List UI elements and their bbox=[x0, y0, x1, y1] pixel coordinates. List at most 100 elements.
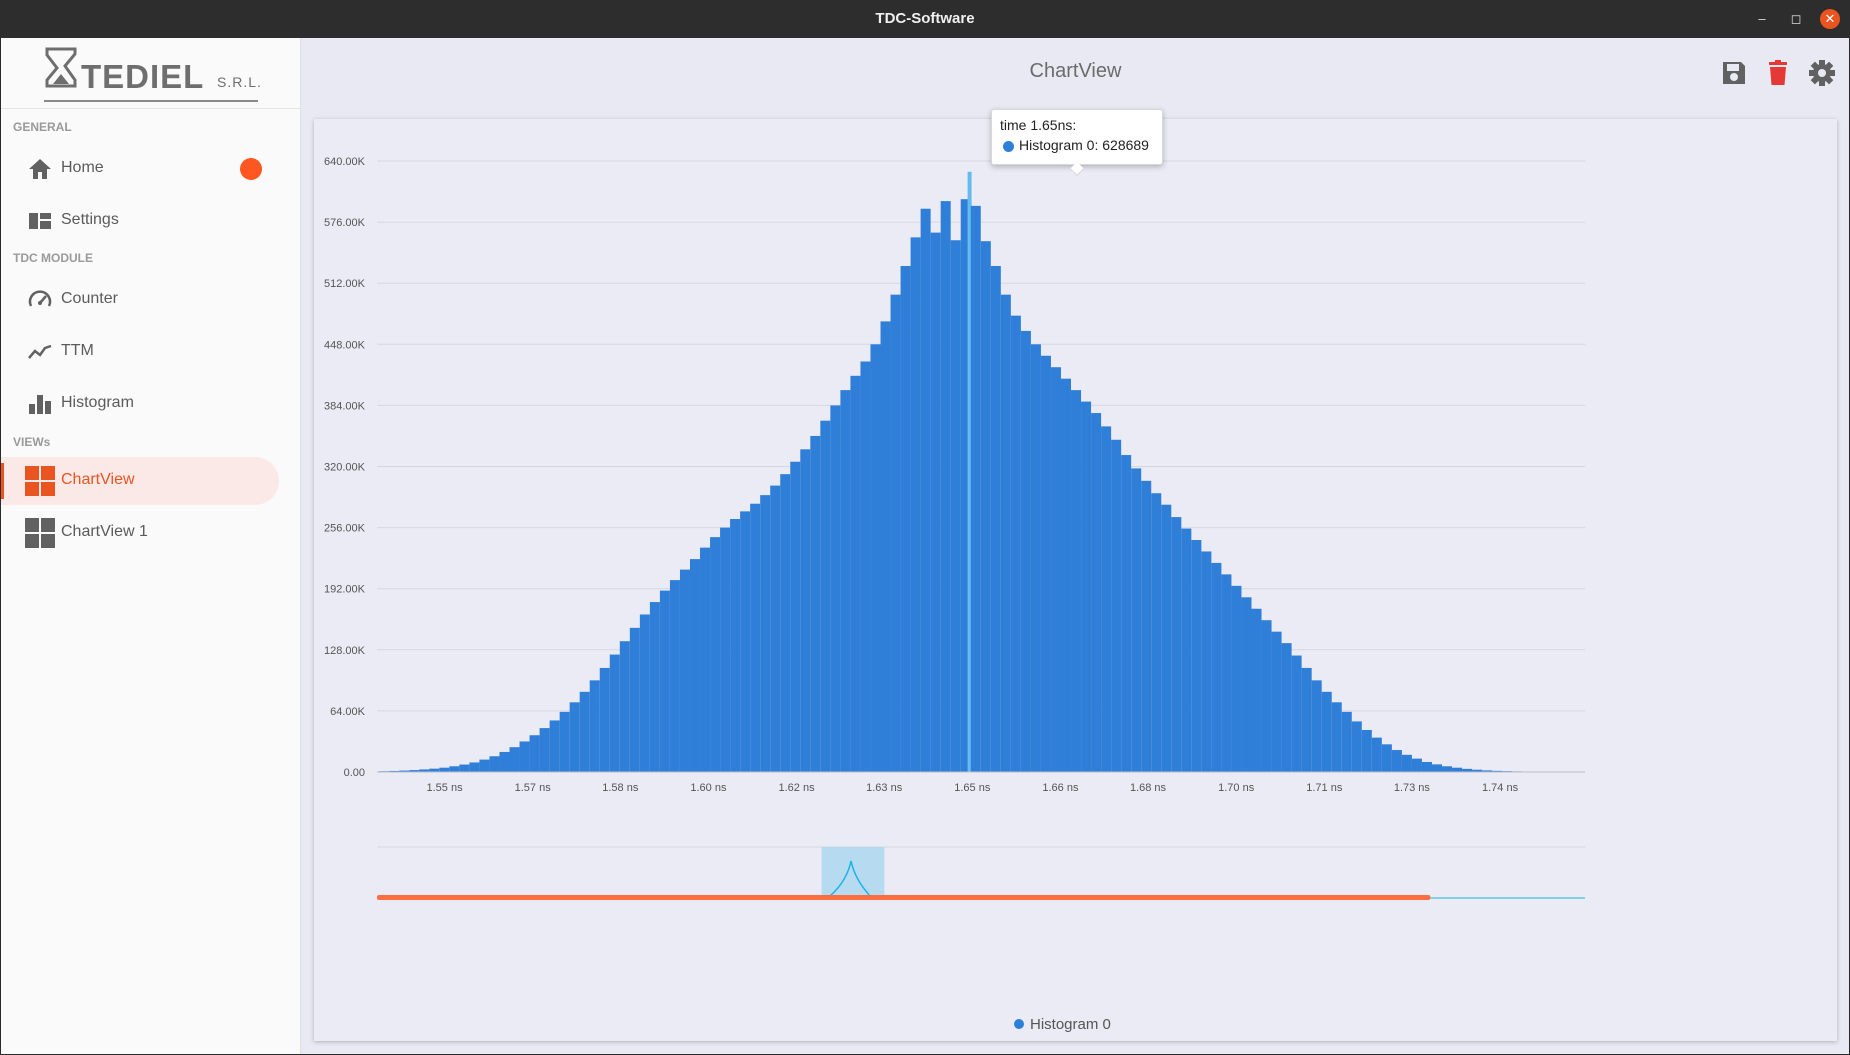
histogram-bar bbox=[1342, 712, 1352, 772]
histogram-bar bbox=[1412, 759, 1422, 772]
histogram-bar bbox=[770, 486, 780, 772]
histogram-bar bbox=[780, 474, 790, 772]
x-tick-label: 1.68 ns bbox=[1130, 782, 1167, 794]
histogram-bar bbox=[429, 769, 439, 772]
tooltip-value: Histogram 0: 628689 bbox=[1019, 137, 1149, 153]
sidebar-item-label: Settings bbox=[61, 211, 119, 229]
restore-button[interactable]: ◻ bbox=[1786, 9, 1806, 29]
histogram-bar bbox=[630, 628, 640, 772]
histogram-bar bbox=[1241, 597, 1251, 772]
histogram-bar bbox=[660, 591, 670, 772]
histogram-bar bbox=[1302, 668, 1312, 772]
histogram-bar bbox=[1252, 609, 1262, 772]
sidebar-item-histogram[interactable]: Histogram bbox=[1, 380, 279, 428]
home-icon bbox=[27, 157, 53, 181]
line-graph-icon bbox=[27, 340, 53, 364]
histogram-bar bbox=[1452, 768, 1462, 772]
histogram-bar bbox=[1121, 455, 1131, 772]
histogram-bar bbox=[510, 747, 520, 772]
close-button[interactable]: ✕ bbox=[1820, 9, 1840, 29]
y-tick-label: 64.00K bbox=[330, 706, 366, 718]
histogram-bar bbox=[911, 237, 921, 772]
x-tick-label: 1.55 ns bbox=[427, 782, 464, 794]
navigator-window bbox=[822, 847, 885, 895]
histogram-bar bbox=[580, 692, 590, 772]
active-indicator bbox=[1, 463, 4, 499]
histogram-bar bbox=[439, 768, 449, 772]
histogram-bar bbox=[1262, 620, 1272, 772]
sidebar-item-counter[interactable]: Counter bbox=[1, 276, 279, 324]
tooltip-header: time 1.65ns: bbox=[1000, 117, 1076, 133]
x-tick-label: 1.71 ns bbox=[1306, 782, 1343, 794]
section-views: VIEWs bbox=[13, 435, 50, 449]
histogram-bar bbox=[610, 655, 620, 772]
sidebar-item-chartview[interactable]: ChartView bbox=[1, 457, 279, 505]
histogram-bar bbox=[860, 361, 870, 772]
section-general: GENERAL bbox=[13, 120, 72, 134]
histogram-bar bbox=[1111, 440, 1121, 772]
delete-icon[interactable] bbox=[1763, 58, 1793, 88]
histogram-bar bbox=[459, 765, 469, 772]
histogram-bar bbox=[1001, 295, 1011, 772]
histogram-bar bbox=[1181, 529, 1191, 772]
histogram-bar bbox=[1091, 413, 1101, 772]
histogram-bar bbox=[881, 321, 891, 772]
grid-icon bbox=[24, 465, 56, 497]
y-tick-label: 192.00K bbox=[324, 584, 366, 596]
histogram-bar bbox=[1041, 356, 1051, 772]
histogram-bar bbox=[901, 266, 911, 772]
sidebar-item-chartview-1[interactable]: ChartView 1 bbox=[1, 509, 279, 557]
histogram-bar bbox=[1352, 721, 1362, 772]
sidebar-item-label: TTM bbox=[61, 342, 94, 360]
x-tick-label: 1.66 ns bbox=[1042, 782, 1079, 794]
histogram-bar bbox=[1201, 551, 1211, 772]
y-tick-label: 576.00K bbox=[324, 217, 366, 229]
histogram-bar bbox=[1101, 426, 1111, 772]
histogram-bar bbox=[1382, 744, 1392, 772]
histogram-bar bbox=[1141, 481, 1151, 772]
gear-icon[interactable] bbox=[1807, 58, 1837, 88]
histogram-bar bbox=[520, 741, 530, 772]
x-tick-label: 1.60 ns bbox=[690, 782, 727, 794]
tooltip-series-dot bbox=[1003, 141, 1014, 152]
section-tdc-module: TDC MODULE bbox=[13, 251, 93, 265]
histogram-bar bbox=[650, 602, 660, 772]
save-icon[interactable] bbox=[1719, 58, 1749, 88]
y-tick-label: 448.00K bbox=[324, 339, 366, 351]
histogram-bar bbox=[1051, 367, 1061, 772]
y-tick-label: 128.00K bbox=[324, 645, 366, 657]
histogram-bar bbox=[600, 668, 610, 772]
histogram-bar bbox=[820, 421, 830, 772]
hourglass-logo-icon bbox=[43, 46, 79, 90]
sidebar-item-ttm[interactable]: TTM bbox=[1, 328, 279, 376]
y-tick-label: 0.00 bbox=[344, 767, 365, 779]
histogram-bar bbox=[1332, 702, 1342, 772]
histogram-bar bbox=[991, 266, 1001, 772]
x-tick-label: 1.70 ns bbox=[1218, 782, 1255, 794]
histogram-bar bbox=[680, 570, 690, 772]
sidebar-item-home[interactable]: Home bbox=[1, 145, 279, 193]
histogram-bar bbox=[479, 760, 489, 772]
logo: TEDIEL S.R.L. bbox=[1, 38, 301, 109]
page-title: ChartView bbox=[302, 60, 1849, 83]
app-window: TEDIEL S.R.L. GENERAL Home Settings TDC … bbox=[1, 38, 1849, 1054]
histogram-bar bbox=[1292, 656, 1302, 772]
sidebar-item-settings[interactable]: Settings bbox=[1, 197, 279, 245]
histogram-chart[interactable]: 0.00 64.00K 128.00K 192.00K 256.00K 320.00K 38… bbox=[314, 119, 1837, 1041]
y-tick-label: 384.00K bbox=[324, 400, 366, 412]
minimize-button[interactable]: – bbox=[1752, 9, 1772, 29]
grid-icon bbox=[24, 517, 56, 549]
main-content: ChartView 0.00 64.00K 128.00K 192.00K 256.00… bbox=[302, 38, 1849, 1054]
histogram-bar bbox=[810, 436, 820, 772]
histogram-bar bbox=[840, 390, 850, 772]
chart-legend[interactable]: Histogram 0 bbox=[1014, 1016, 1111, 1033]
histogram-bar bbox=[1231, 586, 1241, 772]
histogram-bar bbox=[540, 728, 550, 772]
histogram-bar bbox=[449, 766, 459, 772]
histogram-bar bbox=[1031, 344, 1041, 772]
x-tick-label: 1.63 ns bbox=[866, 782, 903, 794]
histogram-bar bbox=[590, 680, 600, 772]
sidebar-item-label: ChartView bbox=[61, 471, 135, 489]
histogram-bar bbox=[850, 376, 860, 772]
speedometer-icon bbox=[27, 288, 53, 312]
